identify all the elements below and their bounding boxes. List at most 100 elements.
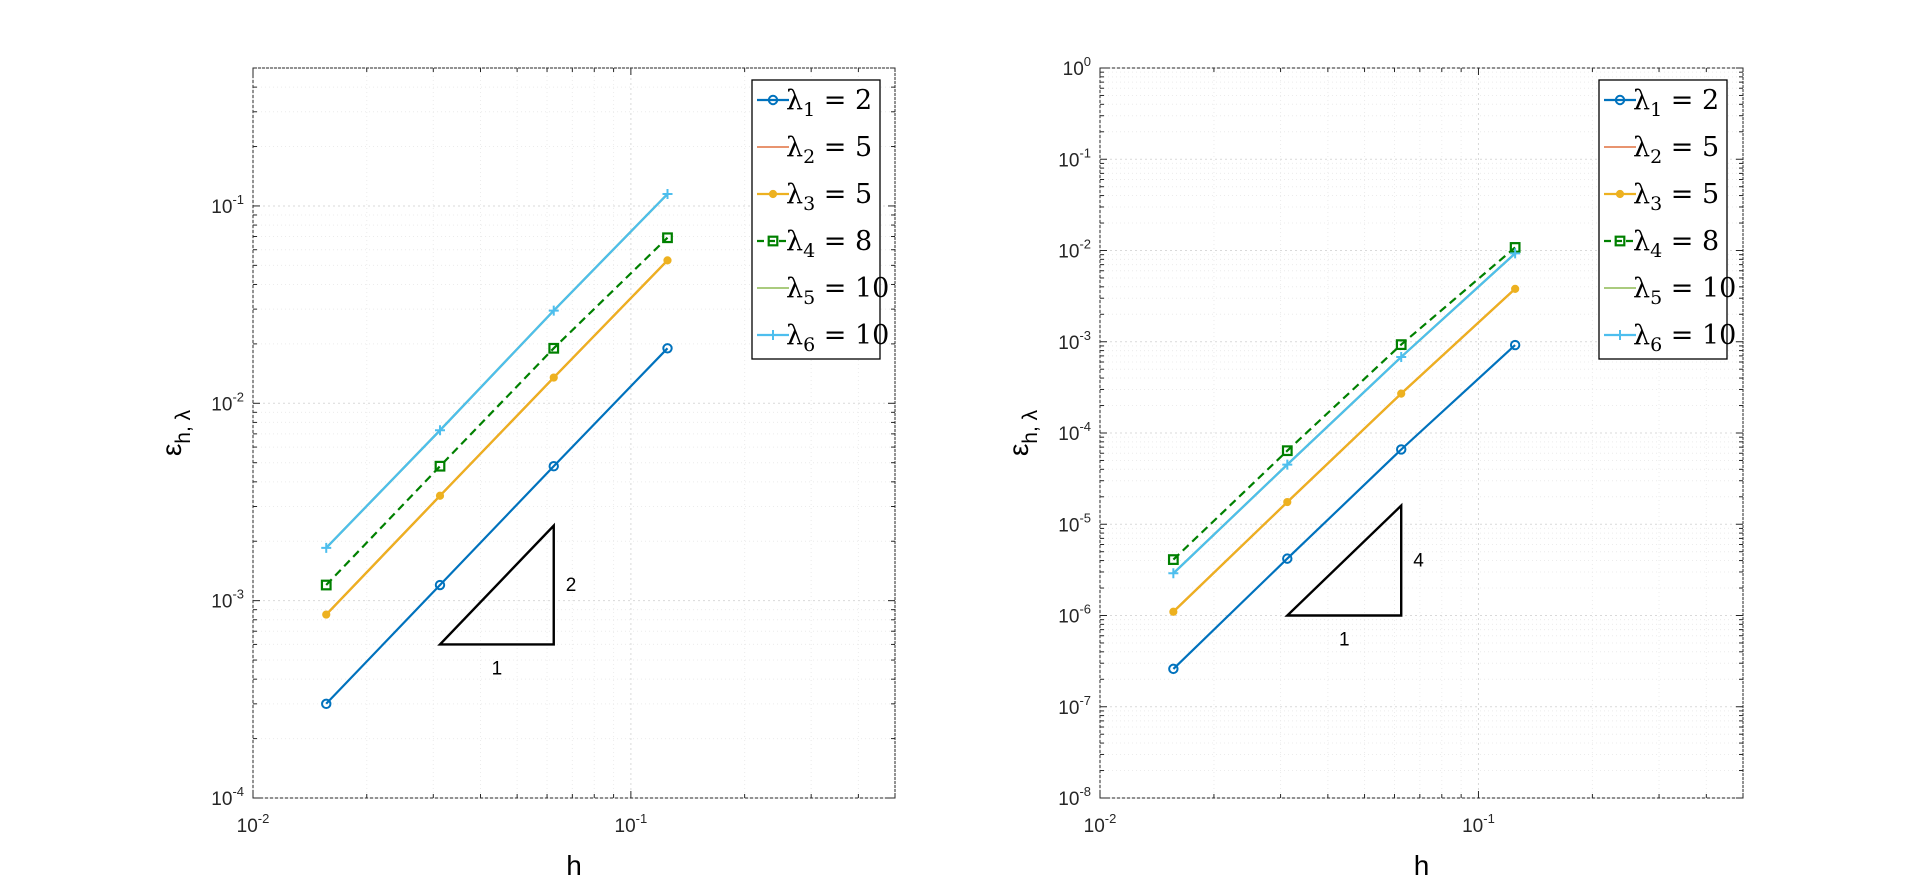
y-tick-label-base: 10 xyxy=(1058,698,1079,719)
legend-label-symbol: λ xyxy=(786,85,803,116)
legend-item-lambda-3: λ3 = 5 xyxy=(757,179,872,215)
legend-label-subscript: 1 xyxy=(803,99,815,121)
legend-label-value: = 2 xyxy=(815,85,872,116)
y-tick-label-base: 10 xyxy=(1058,515,1079,536)
legend-label-symbol: λ xyxy=(1633,179,1650,210)
legend-label-symbol: λ xyxy=(1633,85,1650,116)
data-point-lambda-1 xyxy=(1168,663,1179,675)
series-group xyxy=(320,188,673,710)
data-point-lambda-6 xyxy=(662,188,673,199)
legend-item-lambda-6: λ6 = 10 xyxy=(1604,320,1736,356)
legend-label-symbol: λ xyxy=(786,320,803,351)
x-axis-label: h xyxy=(566,850,582,881)
legend-label-symbol: λ xyxy=(1633,273,1650,304)
data-point-lambda-1 xyxy=(662,343,673,354)
legend-item-lambda-2: λ2 = 5 xyxy=(1604,132,1719,168)
legend-label-symbol: λ xyxy=(1633,226,1650,257)
x-tick-label-exponent: -1 xyxy=(1483,811,1495,826)
data-point-lambda-4 xyxy=(1281,445,1293,457)
legend-item-lambda-5: λ5 = 10 xyxy=(757,273,889,309)
y-tick-label-base: 10 xyxy=(211,394,232,415)
legend-swatch-marker xyxy=(767,94,779,106)
right-convergence-plot: 10-2 10-110-810-710-610-510-410-310-210-1… xyxy=(1003,54,1744,881)
y-tick-label-base: 10 xyxy=(1058,333,1079,354)
y-tick-label-base: 10 xyxy=(211,592,232,613)
legend-label-subscript: 3 xyxy=(1650,193,1662,215)
legend-label-subscript: 4 xyxy=(803,240,815,262)
tick-marks xyxy=(1099,67,1744,799)
x-tick-label-base: 10 xyxy=(237,816,258,837)
legend-label-value: = 10 xyxy=(1662,320,1736,351)
y-tick-label-exponent: -5 xyxy=(1079,510,1091,525)
x-tick-label: 10-1 xyxy=(1462,811,1495,837)
data-point-lambda-1 xyxy=(548,461,559,472)
y-axis-label: εh, λ xyxy=(156,409,195,456)
slope-triangle xyxy=(437,522,555,646)
legend-item-lambda-3: λ3 = 5 xyxy=(1604,179,1719,215)
y-tick-label-base: 10 xyxy=(1058,424,1079,445)
y-tick-label-base: 10 xyxy=(1058,242,1079,263)
data-point-lambda-4 xyxy=(548,342,560,354)
y-tick-label: 10-4 xyxy=(1058,419,1091,445)
slope-run-label: 1 xyxy=(492,658,503,679)
y-tick-label-exponent: -6 xyxy=(1079,602,1091,617)
legend-label-symbol: λ xyxy=(1633,132,1650,163)
y-tick-label-base: 10 xyxy=(1058,150,1079,171)
y-tick-label-exponent: -3 xyxy=(1079,328,1091,343)
legend-item-lambda-6: λ6 = 10 xyxy=(757,320,889,356)
y-tick-label: 10-7 xyxy=(1058,693,1091,719)
data-point-lambda-6 xyxy=(548,305,559,316)
series-group xyxy=(1167,242,1521,675)
y-tick-label: 10-3 xyxy=(211,587,244,613)
series-line-lambda-1 xyxy=(325,347,669,705)
y-axis-label-symbol: ε xyxy=(156,444,187,456)
legend-label-subscript: 3 xyxy=(803,193,815,215)
legend-label: λ3 = 5 xyxy=(1633,179,1719,215)
y-tick-label-exponent: -4 xyxy=(1079,419,1091,434)
legend-label: λ5 = 10 xyxy=(786,273,889,309)
legend-label-value: = 5 xyxy=(1662,179,1719,210)
x-tick-label: 10-1 xyxy=(615,811,648,837)
data-point-lambda-1 xyxy=(1396,444,1407,455)
grid xyxy=(1099,67,1744,799)
legend-label-subscript: 6 xyxy=(1650,334,1662,356)
data-point-lambda-6 xyxy=(1510,248,1521,259)
legend-label: λ4 = 8 xyxy=(1633,226,1719,262)
legend-box xyxy=(1598,79,1728,360)
data-point-lambda-3 xyxy=(1511,284,1520,293)
legend-label-symbol: λ xyxy=(786,273,803,304)
legend-item-lambda-4: λ4 = 8 xyxy=(757,226,872,262)
tick-marks xyxy=(252,67,896,799)
y-tick-label-base: 10 xyxy=(211,197,232,218)
legend-label: λ5 = 10 xyxy=(1633,273,1736,309)
y-tick-label: 10-3 xyxy=(1058,328,1091,354)
y-tick-label-exponent: -2 xyxy=(232,389,244,404)
y-tick-label: 10-8 xyxy=(1058,784,1091,810)
data-point-lambda-3 xyxy=(1283,497,1292,507)
series-line-lambda-6 xyxy=(1172,252,1516,575)
legend-label-value: = 10 xyxy=(815,320,889,351)
legend-label-subscript: 4 xyxy=(1650,240,1662,262)
legend-label: λ6 = 10 xyxy=(786,320,889,356)
data-point-lambda-4 xyxy=(320,579,332,591)
legend-label-value: = 8 xyxy=(815,226,872,257)
legend-label-symbol: λ xyxy=(786,226,803,257)
data-point-lambda-4 xyxy=(1167,554,1179,565)
slope-triangle xyxy=(1284,502,1403,617)
legend-label-value: = 5 xyxy=(815,179,872,210)
series-line-lambda-4 xyxy=(1172,246,1516,561)
x-tick-label-exponent: -1 xyxy=(636,811,648,826)
y-tick-label-exponent: -2 xyxy=(1079,237,1091,252)
legend-label: λ1 = 2 xyxy=(786,85,872,121)
data-point-lambda-3 xyxy=(322,610,331,619)
y-tick-label-exponent: 0 xyxy=(1084,54,1091,69)
legend-swatch-marker xyxy=(768,189,778,199)
x-tick-label-base: 10 xyxy=(1462,816,1483,837)
y-tick-label: 10-2 xyxy=(1058,237,1091,263)
data-point-lambda-4 xyxy=(662,232,673,244)
legend-label-symbol: λ xyxy=(786,179,803,210)
legend-item-lambda-1: λ1 = 2 xyxy=(757,85,872,121)
x-tick-label: 10-2 xyxy=(1084,811,1117,837)
